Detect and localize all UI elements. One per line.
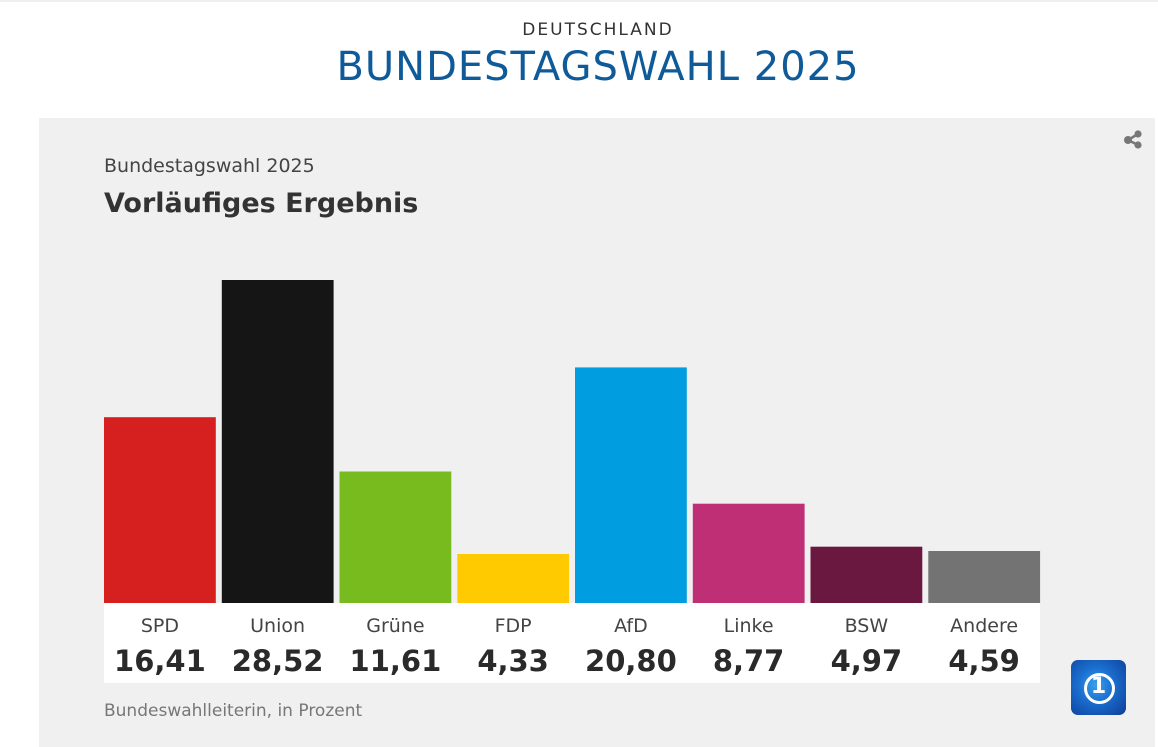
category-label: Grüne <box>366 615 424 637</box>
bar-spd <box>104 417 216 603</box>
value-label: 11,61 <box>350 644 442 678</box>
bar-bsw <box>810 546 923 603</box>
logo-ring-icon <box>1084 673 1115 704</box>
label-strip <box>104 603 1040 683</box>
value-label: 4,33 <box>477 644 549 678</box>
chart-title: Vorläufiges Ergebnis <box>104 188 419 219</box>
bar-gruene <box>339 471 452 603</box>
category-label: SPD <box>141 615 179 637</box>
value-label: 4,97 <box>831 644 903 678</box>
share-button[interactable] <box>1122 130 1144 150</box>
share-icon <box>1124 130 1142 149</box>
category-label: AfD <box>614 615 648 637</box>
value-label: 16,41 <box>114 644 206 678</box>
value-label: 4,59 <box>948 644 1020 678</box>
value-label: 20,80 <box>585 644 677 678</box>
category-label: Andere <box>950 615 1018 637</box>
page-title: BUNDESTAGSWAHL 2025 <box>336 44 860 90</box>
bar-afd <box>575 367 687 603</box>
logo-one-glyph: 1 <box>1090 674 1107 699</box>
page-kicker: DEUTSCHLAND <box>522 20 674 40</box>
value-label: 8,77 <box>713 644 785 678</box>
category-label: FDP <box>495 615 532 637</box>
value-label: 28,52 <box>232 644 324 678</box>
category-label: BSW <box>845 615 889 637</box>
category-label: Union <box>250 615 305 637</box>
tagesschau-logo-button[interactable]: 1 <box>1071 660 1126 715</box>
category-label: Linke <box>724 615 774 637</box>
bar-fdp <box>457 554 570 603</box>
bar-union <box>221 280 334 603</box>
chart-source: Bundeswahlleiterin, in Prozent <box>104 701 363 721</box>
bar-linke <box>692 503 805 603</box>
bar-andere <box>928 551 1041 603</box>
top-border <box>0 0 1158 2</box>
chart-subtitle: Bundestagswahl 2025 <box>104 155 315 177</box>
